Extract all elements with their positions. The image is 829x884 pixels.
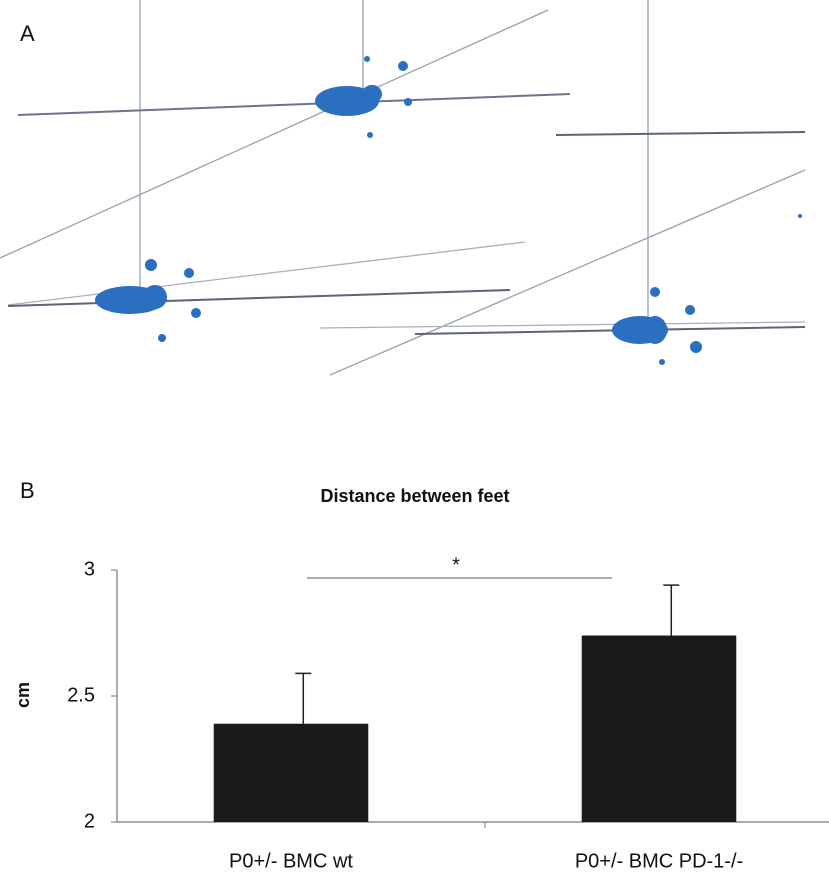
- footprint: [158, 334, 166, 342]
- y-tick-label: 2: [84, 810, 95, 832]
- footprint: [650, 287, 660, 297]
- footprint-panel: [0, 0, 806, 376]
- footprint: [659, 359, 665, 365]
- footprint: [184, 268, 194, 278]
- footprint: [690, 341, 702, 353]
- chart-title: Distance between feet: [320, 486, 509, 506]
- guide-line: [17, 93, 571, 116]
- guide-line: [7, 241, 526, 306]
- footprint: [404, 98, 412, 106]
- guide-line: [0, 9, 549, 259]
- guide-line: [319, 321, 806, 329]
- footprint: [191, 308, 201, 318]
- guide-line: [555, 131, 806, 136]
- guide-line: [414, 326, 806, 335]
- footprint: [145, 259, 157, 271]
- footprint: [798, 214, 802, 218]
- guide-line: [329, 169, 806, 376]
- bar: [213, 723, 369, 822]
- y-tick-label: 3: [84, 558, 95, 580]
- footprint: [643, 316, 667, 344]
- x-tick-label: P0+/- BMC PD-1-/-: [575, 850, 743, 872]
- y-axis-label: cm: [13, 682, 33, 708]
- guide-line: [7, 289, 511, 307]
- error-bar: [295, 672, 312, 724]
- footprint: [685, 305, 695, 315]
- footprints: [95, 56, 802, 365]
- x-tick-label: P0+/- BMC wt: [229, 850, 353, 872]
- error-bar: [663, 584, 680, 636]
- footprint: [364, 56, 370, 62]
- footprint: [143, 285, 167, 309]
- footprint: [398, 61, 408, 71]
- bar: [581, 635, 737, 822]
- footprint: [362, 85, 382, 103]
- panel-label: A: [20, 21, 35, 46]
- panel-label: B: [20, 478, 35, 503]
- footprint: [367, 132, 373, 138]
- y-tick-label: 2.5: [67, 684, 95, 706]
- significance-label: *: [452, 554, 460, 576]
